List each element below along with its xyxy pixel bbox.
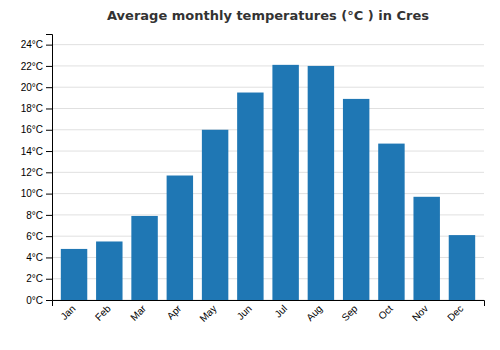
bar (449, 235, 475, 300)
y-tick-mark (46, 215, 52, 216)
y-tick: 12°C (21, 167, 52, 178)
x-tick-label: Feb (93, 303, 113, 323)
x-tick-label: Apr (165, 302, 184, 321)
x-tick-label: Dec (445, 303, 465, 323)
x-tick: Mar (128, 302, 148, 322)
y-tick-label: 14°C (21, 146, 43, 157)
x-tick: Apr (165, 302, 184, 321)
grid-line (52, 129, 484, 130)
x-tick: Jul (272, 303, 289, 320)
bar (272, 65, 298, 300)
grid-line (52, 151, 484, 152)
y-tick: 8°C (26, 210, 52, 221)
x-axis: Jan Feb Mar Apr May Jun Jul Aug Sep Oct Nov Dec (53, 301, 485, 324)
y-tick-label: 0°C (26, 295, 43, 306)
x-tick: May (197, 303, 218, 324)
y-tick: 4°C (26, 252, 52, 263)
grid-line (52, 65, 484, 66)
x-tick: Sep (339, 303, 360, 324)
y-tick-label: 22°C (21, 61, 43, 72)
y-tick-mark (46, 151, 52, 152)
x-tick-label: Jun (235, 303, 254, 322)
y-tick-mark (46, 45, 52, 46)
y-axis-line (46, 35, 53, 301)
x-tick-label: Jul (272, 303, 289, 320)
grid-line (52, 193, 484, 194)
y-tick-mark (46, 279, 52, 280)
chart: 0°C 2°C 4°C 6°C 8°C 10°C 12°C 14°C 16°C 18°C 20°C 2… (0, 0, 500, 350)
x-tick-label: May (197, 303, 218, 324)
title: Average monthly temperatures (°C ) in Cr… (107, 8, 429, 23)
x-tick-label: Nov (410, 303, 430, 323)
y-tick: 6°C (26, 231, 52, 242)
grid-line (52, 87, 484, 88)
bar (202, 130, 228, 300)
bar (378, 144, 404, 300)
y-tick-label: 12°C (21, 167, 43, 178)
y-tick-label: 2°C (26, 273, 43, 284)
x-tick-label: Sep (339, 303, 360, 324)
x-tick: Jun (235, 303, 254, 322)
y-tick-mark (46, 236, 52, 237)
y-tick-label: 20°C (21, 82, 43, 93)
bar (131, 216, 157, 300)
bar (413, 197, 439, 300)
x-tick: Nov (410, 303, 430, 323)
x-tick: Oct (376, 303, 395, 322)
y-tick: 22°C (21, 61, 52, 72)
y-tick-label: 6°C (26, 231, 43, 242)
x-tick: Feb (93, 303, 113, 323)
grid (52, 45, 484, 300)
y-tick: 18°C (21, 103, 52, 114)
bar (167, 176, 193, 300)
y-axis: 0°C 2°C 4°C 6°C 8°C 10°C 12°C 14°C 16°C 18°C 20°C 2… (21, 35, 53, 306)
y-tick: 16°C (21, 124, 52, 135)
grid-line (52, 44, 484, 45)
x-tick-label: Oct (376, 303, 395, 322)
y-tick-label: 4°C (26, 252, 43, 263)
x-tick-label: Aug (304, 303, 324, 323)
bar (343, 99, 369, 300)
y-tick-mark (46, 300, 52, 301)
bar (237, 93, 263, 300)
grid-line (52, 108, 484, 109)
x-tick: Dec (445, 303, 465, 323)
y-tick-mark (46, 66, 52, 67)
y-tick-mark (46, 194, 52, 195)
x-tick-label: Mar (128, 302, 148, 322)
y-tick: 10°C (21, 188, 52, 199)
grid-line (52, 172, 484, 173)
y-tick-mark (46, 108, 52, 109)
y-tick-label: 10°C (21, 188, 43, 199)
y-tick-mark (46, 172, 52, 173)
y-tick-mark (46, 87, 52, 88)
bar (61, 249, 87, 300)
y-tick: 24°C (21, 39, 52, 50)
y-tick: 0°C (26, 295, 52, 306)
x-tick-label: Jan (58, 303, 77, 322)
y-tick-mark (46, 257, 52, 258)
y-tick-mark (46, 130, 52, 131)
bar (96, 241, 122, 300)
bar (308, 66, 334, 300)
y-tick-label: 18°C (21, 103, 43, 114)
y-tick-label: 16°C (21, 124, 43, 135)
x-tick: Aug (304, 303, 324, 323)
y-tick: 20°C (21, 82, 52, 93)
y-tick-label: 8°C (26, 210, 43, 221)
y-tick: 2°C (26, 273, 52, 284)
y-tick-label: 24°C (21, 39, 43, 50)
bars (61, 65, 475, 300)
y-tick: 14°C (21, 146, 52, 157)
x-tick: Jan (58, 303, 77, 322)
